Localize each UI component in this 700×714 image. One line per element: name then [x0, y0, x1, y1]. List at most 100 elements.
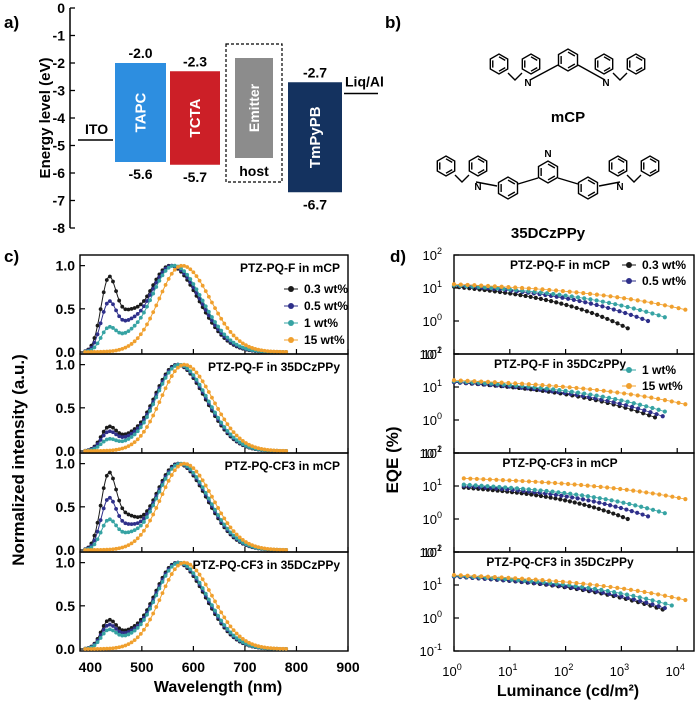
eqe-subplot: 1 0 -1 100 101 102 PTZ-PQ-F in mCP 0.3 wt% 0.5 w… — [420, 246, 695, 362]
eqe-point — [549, 299, 554, 304]
bond — [445, 158, 453, 164]
pl-point — [104, 623, 109, 628]
pl-point — [185, 363, 190, 368]
eqe-point — [656, 301, 661, 307]
pl-point — [101, 624, 106, 628]
eqe-point — [669, 304, 674, 309]
eqe-point — [602, 501, 607, 507]
pl-point — [160, 580, 165, 584]
pl-point — [185, 265, 190, 269]
eqe-point — [662, 511, 667, 516]
panel-b-label: b) — [385, 13, 401, 32]
pl-point — [145, 612, 149, 617]
energy-tick-label: -7 — [53, 193, 66, 209]
pl-point — [213, 599, 217, 604]
dczppy-label: 35DCzPPy — [511, 225, 586, 242]
pl-ytick-label: 0.0 — [56, 641, 76, 657]
pl-point — [219, 511, 224, 516]
pl-point — [160, 289, 165, 294]
pl-point — [194, 475, 199, 479]
eqe-point — [458, 282, 463, 287]
eqe-point — [676, 400, 681, 405]
pl-point — [278, 448, 282, 453]
energy-tick-label: -6 — [53, 165, 66, 181]
pl-point — [166, 370, 171, 375]
pl-point — [206, 294, 211, 299]
eqe-point — [594, 387, 599, 393]
pl-point — [129, 307, 134, 311]
pl-point — [123, 330, 128, 335]
layer-top-label: -2.3 — [183, 53, 207, 69]
eqe-point — [492, 284, 497, 289]
bond — [617, 158, 625, 164]
pl-point — [213, 306, 217, 311]
pl-point — [194, 568, 199, 573]
pl-point — [194, 287, 199, 292]
eqe-point — [567, 385, 572, 390]
pl-point — [89, 449, 94, 453]
pl-point — [166, 379, 171, 384]
pl-legend-label: 1 wt% — [304, 316, 338, 330]
eqe-ytick-exp: 0 — [437, 609, 442, 619]
pl-point — [145, 299, 149, 303]
pl-point — [138, 425, 143, 430]
pl-legend-marker — [288, 337, 294, 343]
pl-point — [237, 638, 242, 643]
pl-point — [92, 533, 97, 538]
pl-point — [123, 345, 128, 350]
eqe-point — [683, 497, 688, 502]
pl-point — [129, 541, 134, 546]
pl-point — [160, 591, 165, 596]
eqe-point — [628, 587, 634, 592]
pl-point — [114, 546, 118, 551]
pl-series-line — [85, 562, 287, 650]
eqe-point — [656, 396, 661, 401]
eqe-point — [611, 307, 616, 312]
pl-point — [222, 425, 227, 429]
pl-point — [216, 506, 221, 510]
pl-point — [138, 433, 143, 438]
eqe-ytick-label: 102 — [423, 246, 442, 263]
pyrrole — [612, 72, 628, 81]
eqe-point — [559, 301, 564, 306]
pl-point — [200, 586, 205, 591]
pl-point — [92, 548, 97, 552]
pl-subplot: 0.0 0.5 1.0 PTZ-PQ-F in mCP 0.3 wt% 0.5 wt% 1 … — [56, 254, 349, 360]
pl-point — [244, 343, 248, 348]
pl-point — [95, 449, 100, 453]
pl-point — [271, 547, 276, 552]
eqe-point — [552, 480, 558, 486]
pl-ytick-label: 0.5 — [56, 598, 76, 614]
eqe-point — [564, 302, 569, 308]
bond — [649, 168, 657, 174]
pl-point — [188, 369, 193, 374]
pl-point — [197, 480, 202, 484]
pl-point — [104, 326, 109, 331]
pl-point — [203, 384, 208, 389]
eqe-point — [589, 310, 595, 316]
eqe-point — [554, 300, 559, 305]
pl-legend-marker — [288, 303, 294, 309]
pl-legend-label: 0.5 wt% — [304, 299, 348, 313]
pl-point — [166, 577, 171, 582]
pl-point — [129, 435, 134, 439]
pyrrole — [626, 174, 642, 183]
pl-point — [101, 448, 106, 453]
pl-point — [92, 350, 97, 354]
pl-point — [250, 543, 255, 548]
pl-xtick-label: 800 — [285, 659, 309, 675]
pl-point — [197, 296, 202, 301]
pl-point — [234, 536, 239, 541]
eqe-point — [623, 403, 628, 408]
pl-point — [145, 623, 149, 627]
pl-point — [151, 512, 156, 517]
pl-point — [129, 316, 134, 321]
pl-point — [132, 514, 137, 519]
eqe-point — [660, 414, 665, 419]
pl-point — [244, 540, 248, 544]
eqe-ytick-exp: 2 — [437, 345, 442, 355]
bond — [587, 191, 596, 197]
pl-point — [169, 271, 174, 276]
pl-point — [123, 643, 128, 648]
